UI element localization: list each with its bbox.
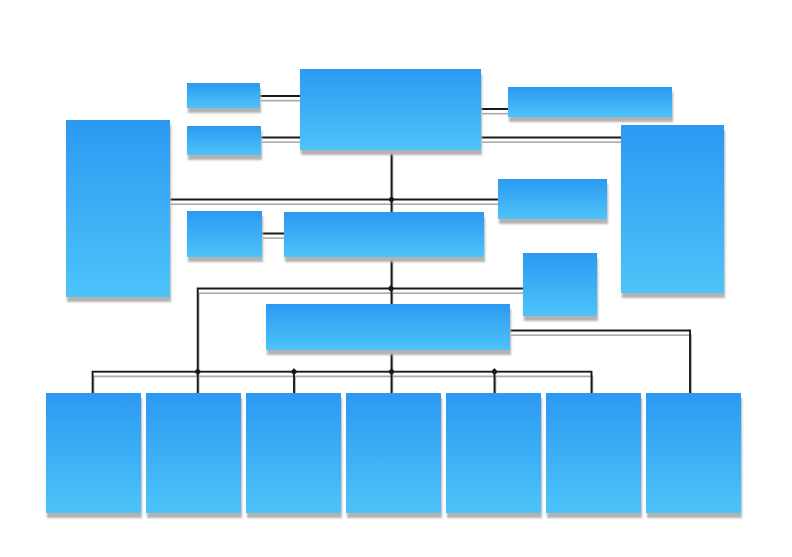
connector-row3-to-bottom7 <box>510 329 691 396</box>
org-node-bottom-3 <box>246 393 341 513</box>
connector-row3-to-bottom7 <box>511 334 692 401</box>
org-node-mid-right <box>498 179 607 219</box>
org-node-bottom-4 <box>346 393 441 513</box>
connector-bottom-bus <box>91 370 593 396</box>
org-node-top-small-upper <box>187 83 260 108</box>
junction-dot <box>490 368 499 376</box>
org-node-top-center-large <box>300 69 481 150</box>
org-node-top-right-wide <box>508 87 672 117</box>
org-node-mid-small <box>187 211 262 257</box>
junction-dot <box>387 284 395 293</box>
org-node-bottom-7 <box>646 393 741 513</box>
org-node-bottom-2 <box>146 393 241 513</box>
org-node-row3-wide <box>266 304 510 350</box>
junction-dot <box>290 368 298 376</box>
org-node-bottom-1 <box>46 393 141 513</box>
connector-branch-to-lowerright <box>197 292 524 401</box>
org-node-bottom-5 <box>446 393 541 513</box>
org-node-tall-left <box>66 120 170 297</box>
org-node-top-small-lower <box>187 126 261 155</box>
junction-dot <box>387 368 396 376</box>
org-node-right-tall <box>621 125 724 293</box>
org-node-lower-right-small <box>523 253 597 316</box>
junction-dot <box>387 195 396 204</box>
connector-branch-to-lowerright <box>196 287 523 396</box>
junction-dot <box>194 368 202 376</box>
org-node-mid-wide <box>284 212 484 257</box>
org-node-bottom-6 <box>546 393 641 513</box>
connector-bottom-bus <box>92 375 594 401</box>
